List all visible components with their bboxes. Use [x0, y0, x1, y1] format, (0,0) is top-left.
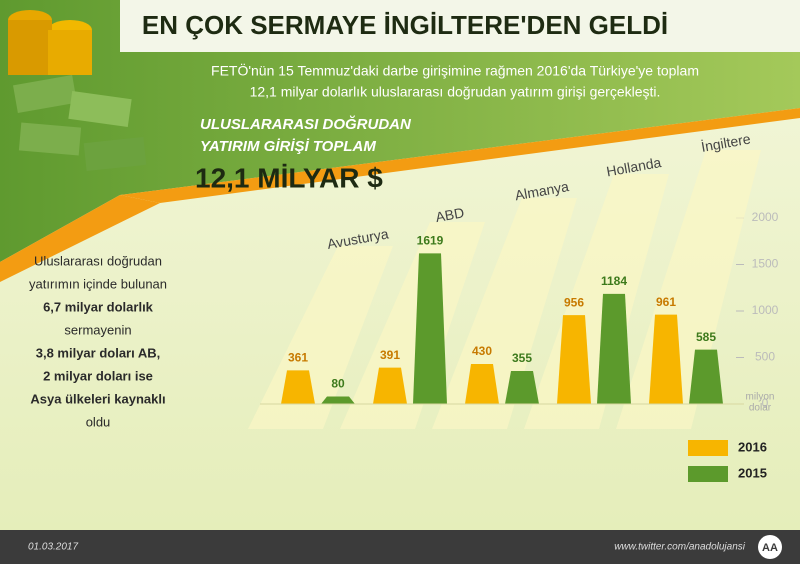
total-label: ULUSLARARASI DOĞRUDAN	[200, 115, 412, 133]
y-tick-label: 500	[755, 350, 775, 364]
category-label: ABD	[434, 204, 465, 225]
bar	[373, 367, 407, 404]
side-note: sermayenin	[64, 322, 131, 337]
y-axis-label: milyon	[746, 392, 775, 403]
side-note: 3,8 milyar doları AB,	[36, 345, 161, 360]
side-note: Uluslararası doğrudan	[34, 253, 162, 268]
side-note: Asya ülkeleri kaynaklı	[30, 391, 165, 406]
side-note: yatırımın içinde bulunan	[29, 276, 167, 291]
y-tick-label: 1500	[752, 257, 779, 271]
logo: AA	[762, 542, 778, 554]
value-label: 430	[472, 344, 492, 358]
total-label: YATIRIM GİRİŞİ TOPLAM	[200, 138, 376, 155]
value-label: 355	[512, 351, 532, 365]
y-tick-label: 2000	[752, 210, 779, 224]
date: 01.03.2017	[28, 542, 78, 553]
legend-label: 2016	[738, 439, 767, 454]
value-label: 391	[380, 348, 400, 362]
y-tick-label: 1000	[752, 303, 779, 317]
logo-circle	[758, 535, 782, 559]
total-value: 12,1 MİLYAR $	[195, 162, 383, 193]
legend-label: 2015	[738, 465, 767, 480]
side-note: 2 milyar doları ise	[43, 368, 153, 383]
value-label: 80	[331, 377, 345, 391]
value-label: 961	[656, 295, 676, 309]
bar	[597, 293, 631, 404]
bar	[465, 364, 499, 404]
y-tick-label: 0	[762, 396, 769, 410]
value-label: 1619	[417, 234, 444, 248]
title-band	[120, 0, 800, 52]
category-band	[432, 198, 577, 429]
top-band	[0, 0, 800, 262]
legend-swatch	[688, 466, 728, 482]
legend-swatch	[688, 440, 728, 456]
bar	[505, 370, 539, 404]
footer	[0, 530, 800, 564]
bar	[321, 396, 355, 404]
bar	[689, 349, 723, 404]
value-label: 361	[288, 351, 308, 365]
category-band	[248, 246, 393, 429]
value-label: 956	[564, 295, 584, 309]
stripe	[0, 195, 160, 282]
side-note: 6,7 milyar dolarlık	[43, 299, 154, 314]
subtitle: FETÖ'nün 15 Temmuz'daki darbe girişimine…	[211, 62, 699, 79]
y-axis-label: dolar	[749, 403, 772, 414]
value-label: 1184	[601, 274, 627, 288]
title: EN ÇOK SERMAYE İNGİLTERE'DEN GELDİ	[142, 10, 668, 40]
category-band	[340, 222, 485, 429]
stripe	[120, 108, 800, 203]
bar	[649, 314, 683, 404]
value-label: 585	[696, 330, 716, 344]
subtitle: 12,1 milyar dolarlık uluslararası doğrud…	[250, 84, 661, 100]
bar	[413, 253, 447, 404]
bar	[557, 315, 591, 404]
bar	[281, 370, 315, 404]
source: www.twitter.com/anadolujansi	[614, 542, 746, 553]
side-note: oldu	[86, 414, 111, 429]
money-icon	[8, 10, 147, 172]
